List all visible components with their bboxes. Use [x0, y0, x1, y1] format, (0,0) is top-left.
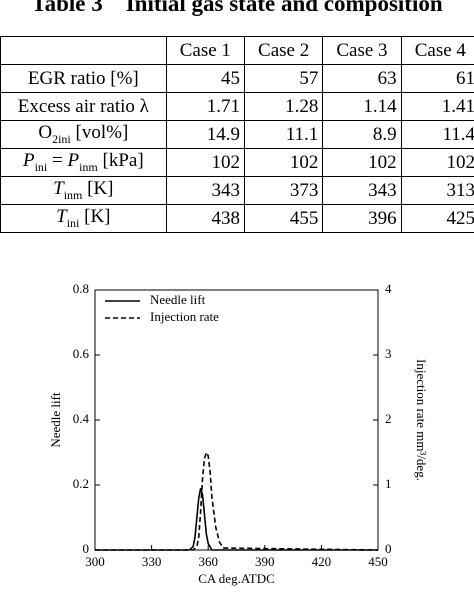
x-tick-label: 450	[368, 554, 388, 569]
x-tick-label: 300	[85, 554, 105, 569]
y-tick-label: 0.2	[73, 476, 89, 491]
label-text: [K]	[82, 178, 114, 200]
plot-frame	[94, 289, 379, 551]
table-row: Tini [K] 438 455 396 425	[0, 204, 474, 233]
y2-tick-label: 0	[385, 541, 392, 556]
table: Case 1 Case 2 Case 3 Case 4 EGR ratio [%] 45 5…	[0, 36, 474, 233]
y2-axis-label: Injection rate mm³/deg.	[414, 359, 429, 481]
column-header: Case 1	[165, 36, 245, 65]
cell: 57	[243, 64, 324, 93]
x-tick-label: 360	[198, 554, 218, 569]
series-line	[95, 488, 378, 551]
label-text: [vol%]	[70, 122, 129, 144]
cell: 63	[322, 64, 402, 93]
label-text: [K]	[79, 206, 111, 228]
label-italic: P	[67, 150, 80, 172]
row-label: Tini [K]	[0, 204, 167, 233]
label-italic: T	[53, 178, 64, 200]
table-row: O2ini [vol%] 14.9 11.1 8.9 11.4	[0, 120, 474, 149]
y2-tick-label: 1	[385, 476, 392, 491]
y2-tick-label: 3	[385, 346, 392, 361]
cell: 1.14	[322, 92, 402, 121]
label-text: O	[38, 122, 53, 144]
table-title: Table 3 Initial gas state and compositio…	[31, 0, 443, 16]
row-label: Tinm [K]	[0, 176, 167, 205]
cell: 1.41	[400, 92, 474, 121]
x-tick-label: 420	[312, 554, 332, 569]
cell: 1.71	[165, 92, 245, 121]
label-text: =	[47, 150, 68, 172]
cell: 343	[322, 176, 402, 205]
cell: 313	[400, 176, 474, 205]
label-subscript: inm	[63, 187, 83, 202]
x-tick-label: 330	[142, 554, 162, 569]
column-header: Case 2	[243, 36, 324, 65]
y-tick-label: 0.4	[73, 411, 90, 426]
cell: 14.9	[165, 120, 245, 149]
cell: 455	[243, 204, 324, 233]
cell: 102	[243, 148, 324, 177]
column-header: Case 3	[322, 36, 402, 65]
cell: 1.28	[243, 92, 324, 121]
legend-label: Injection rate	[150, 309, 219, 324]
cell: 438	[165, 204, 245, 233]
cell: 396	[322, 204, 402, 233]
cell: 11.4	[400, 120, 474, 149]
series-line	[95, 450, 379, 551]
corner-cell	[0, 36, 167, 65]
y-axis-label: Needle lift	[48, 392, 63, 448]
y2-tick-label: 4	[385, 281, 392, 296]
row-label: Excess air ratio λ	[0, 92, 167, 121]
y-tick-label: 0.8	[73, 281, 89, 296]
cell: 373	[243, 176, 324, 205]
label-subscript: 2ini	[52, 131, 71, 146]
cell: 11.1	[243, 120, 324, 149]
x-axis-label: CA deg.ATDC	[198, 571, 275, 586]
cell: 102	[322, 148, 402, 177]
legend-label: Needle lift	[150, 292, 206, 307]
label-subscript: ini	[66, 215, 80, 230]
label-italic: T	[56, 206, 67, 228]
x-tick-label: 390	[255, 554, 275, 569]
y-tick-label: 0.6	[73, 346, 90, 361]
row-label: EGR ratio [%]	[0, 64, 167, 93]
header-row: Case 1 Case 2 Case 3 Case 4	[0, 36, 474, 65]
cell: 343	[165, 176, 245, 205]
label-text: [kPa]	[97, 150, 144, 172]
y2-tick-label: 2	[385, 411, 392, 426]
cell: 61	[400, 64, 474, 93]
table-row: Pini = Pinm [kPa] 102 102 102 102	[0, 148, 474, 177]
cell: 102	[400, 148, 474, 177]
row-label: Pini = Pinm [kPa]	[0, 148, 167, 177]
label-subscript: ini	[34, 159, 48, 174]
label-text: Excess air ratio λ	[17, 95, 149, 117]
table-row: Tinm [K] 343 373 343 313	[0, 176, 474, 205]
label-italic: P	[22, 150, 35, 172]
cell: 425	[400, 204, 474, 233]
column-header: Case 4	[400, 36, 474, 65]
label-text: EGR ratio [%]	[27, 67, 139, 89]
cell: 45	[165, 64, 245, 93]
label-subscript: inm	[79, 159, 98, 174]
cell: 8.9	[322, 120, 402, 149]
y-tick-label: 0	[83, 541, 90, 556]
cell: 102	[165, 148, 245, 177]
table-row: EGR ratio [%] 45 57 63 61	[0, 64, 474, 93]
table-row: Excess air ratio λ 1.71 1.28 1.14 1.41	[0, 92, 474, 121]
row-label: O2ini [vol%]	[0, 120, 167, 149]
